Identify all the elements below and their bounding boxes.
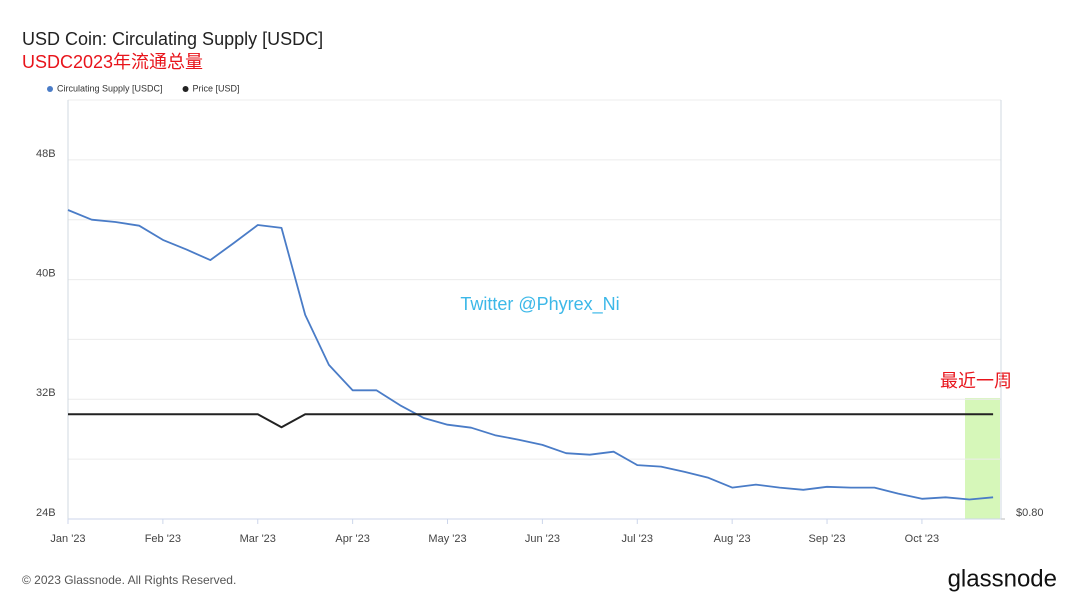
y-tick-label: 40B: [36, 267, 56, 279]
x-tick-label: Aug '23: [714, 533, 751, 545]
highlight-label: 最近一周: [940, 371, 1012, 391]
x-tick-label: Mar '23: [240, 533, 276, 545]
legend-marker: [47, 86, 53, 92]
x-tick-label: Sep '23: [809, 533, 846, 545]
legend-marker: [182, 86, 189, 92]
legend-label: Circulating Supply [USDC]: [57, 83, 163, 93]
x-tick-label: Oct '23: [905, 533, 940, 545]
plot-area: 24B 32B 40B 48B $0.80 Jan '23 Feb '23 Mar '23 Ap…: [36, 83, 1044, 545]
watermark: Twitter @Phyrex_Ni: [460, 294, 619, 315]
brand-logo: glassnode: [948, 565, 1057, 592]
y-tick-label: 32B: [36, 387, 56, 399]
y-tick-label: 48B: [36, 148, 56, 160]
x-tick-label: Jun '23: [525, 533, 560, 545]
x-tick-label: Jan '23: [50, 533, 85, 545]
x-tick-label: Apr '23: [335, 533, 370, 545]
highlight-region: [965, 398, 1000, 519]
legend-label: Price [USD]: [193, 83, 240, 93]
series-line: [68, 413, 994, 429]
y2-tick-label: $0.80: [1016, 507, 1044, 519]
x-tick-label: Jul '23: [622, 533, 653, 545]
series-line: [67, 209, 994, 501]
y-tick-label: 24B: [36, 507, 56, 519]
x-tick-label: Feb '23: [145, 533, 181, 545]
x-tick-label: May '23: [428, 533, 466, 545]
chart-subtitle: USDC2023年流通总量: [22, 52, 203, 72]
footer: © 2023 Glassnode. All Rights Reserved.: [22, 573, 236, 587]
chart-title: USD Coin: Circulating Supply [USDC]: [22, 29, 323, 49]
